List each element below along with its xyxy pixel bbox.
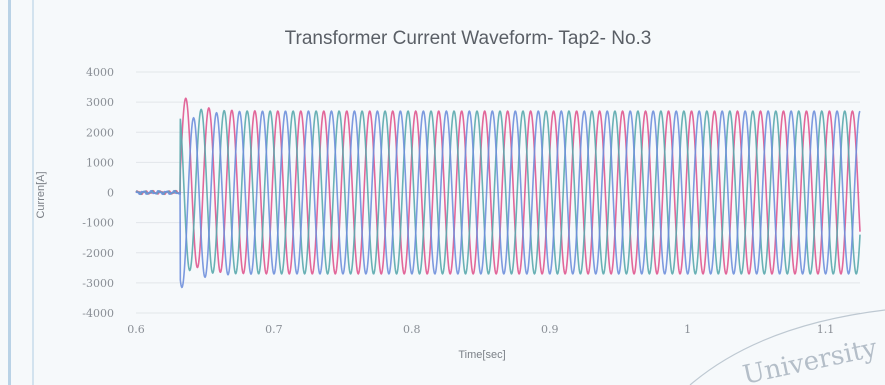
- watermark-stamp: University of: [689, 309, 885, 385]
- series-line-2: [135, 108, 861, 275]
- x-tick-label: 0.8: [403, 323, 421, 336]
- chart-title: Transformer Current Waveform- Tap2- No.3: [285, 28, 652, 49]
- y-tick-label: -1000: [82, 217, 114, 230]
- series-lines: [135, 97, 861, 289]
- y-axis-label: Curren[A]: [35, 171, 47, 218]
- x-tick-label: 0.6: [127, 323, 145, 336]
- y-tick-label: -3000: [82, 277, 114, 290]
- x-tick-labels: 0.6 0.7 0.8 0.9 1 1.1: [127, 323, 834, 336]
- x-tick-label: 1.1: [817, 323, 835, 336]
- watermark-text: University of: [740, 326, 885, 385]
- y-tick-label: -4000: [82, 307, 114, 320]
- x-axis-label: Time[sec]: [458, 349, 505, 361]
- y-tick-label: 1000: [86, 156, 114, 169]
- left-border-line-inner: [32, 0, 34, 385]
- y-tick-labels: 4000 3000 2000 1000 0 -1000 -2000 -3000 -4000: [82, 66, 114, 320]
- series-line-3: [135, 110, 861, 289]
- stamp-arc: [689, 309, 885, 385]
- x-tick-label: 0.7: [265, 323, 283, 336]
- series-line-1: [135, 97, 861, 275]
- y-tick-label: 4000: [86, 66, 114, 79]
- y-tick-label: -2000: [82, 247, 114, 260]
- y-tick-label: 3000: [86, 96, 114, 109]
- y-tick-label: 0: [107, 187, 114, 200]
- x-tick-label: 1: [684, 323, 691, 336]
- x-tick-label: 0.9: [541, 323, 559, 336]
- left-border-line: [8, 0, 11, 385]
- y-tick-label: 2000: [86, 126, 114, 139]
